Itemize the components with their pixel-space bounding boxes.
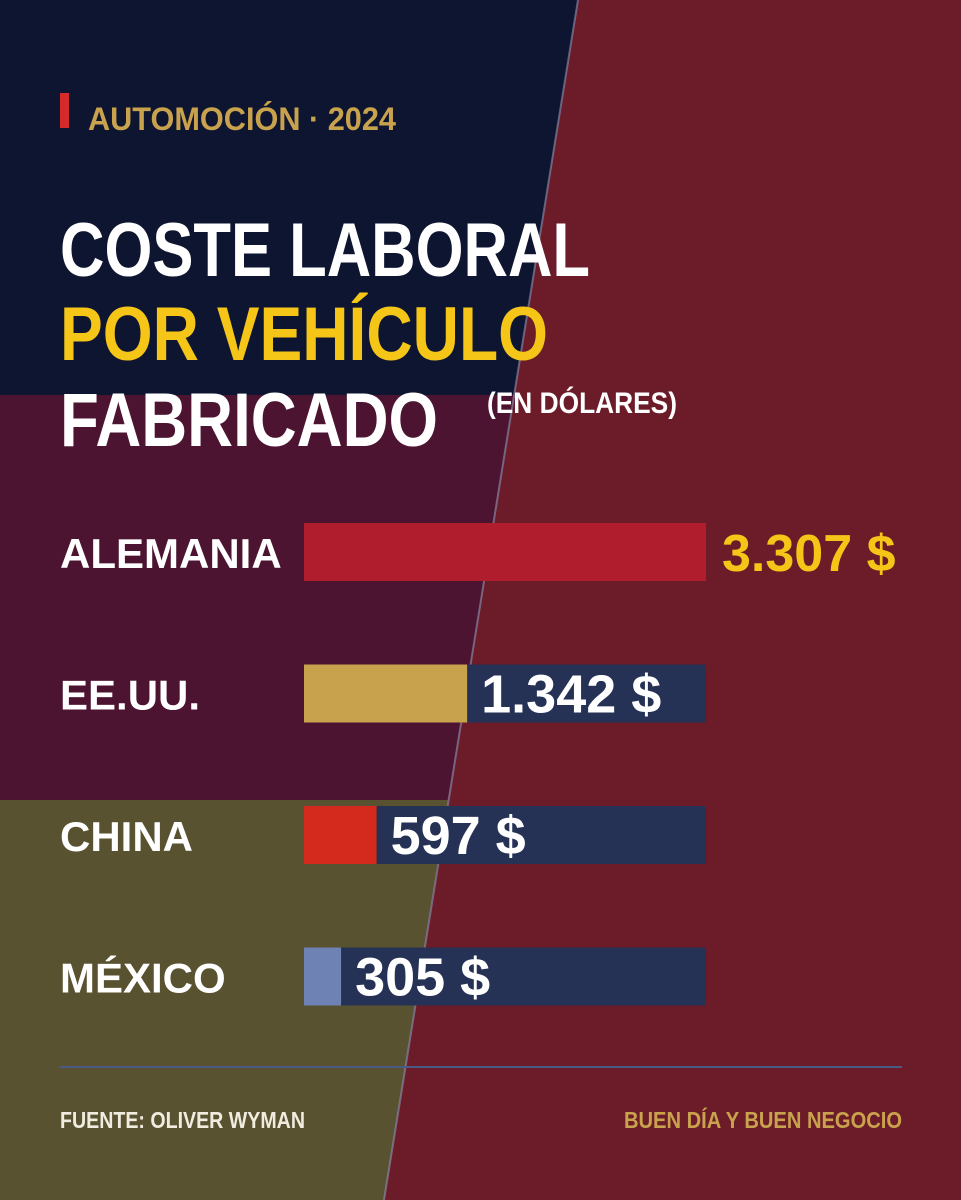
- bar: [304, 664, 468, 723]
- bar: [304, 947, 342, 1006]
- value-label: 305 $: [355, 948, 490, 1008]
- kicker: AUTOMOCIÓN · 2024: [88, 101, 396, 137]
- kicker-mark: [60, 93, 69, 128]
- bar-track: [304, 947, 706, 1006]
- source: FUENTE: OLIVER WYMAN: [60, 1107, 305, 1133]
- credit: BUEN DÍA Y BUEN NEGOCIO: [624, 1106, 902, 1133]
- title-line: FABRICADO: [60, 378, 438, 463]
- title-line: COSTE LABORAL: [60, 208, 590, 293]
- value-label: 1.342 $: [481, 665, 661, 725]
- value-label: 597 $: [391, 806, 526, 866]
- category-label: MÉXICO: [60, 955, 226, 1002]
- bar: [304, 806, 377, 864]
- bg-panel: [0, 800, 448, 1200]
- bg-panel: [0, 0, 578, 395]
- title-line: POR VEHÍCULO: [60, 292, 548, 377]
- category-label: CHINA: [60, 813, 193, 860]
- category-label: ALEMANIA: [60, 530, 282, 577]
- subtitle: (EN DÓLARES): [487, 386, 677, 420]
- value-label: 3.307 $: [722, 525, 896, 583]
- category-label: EE.UU.: [60, 672, 200, 719]
- bar: [304, 523, 706, 581]
